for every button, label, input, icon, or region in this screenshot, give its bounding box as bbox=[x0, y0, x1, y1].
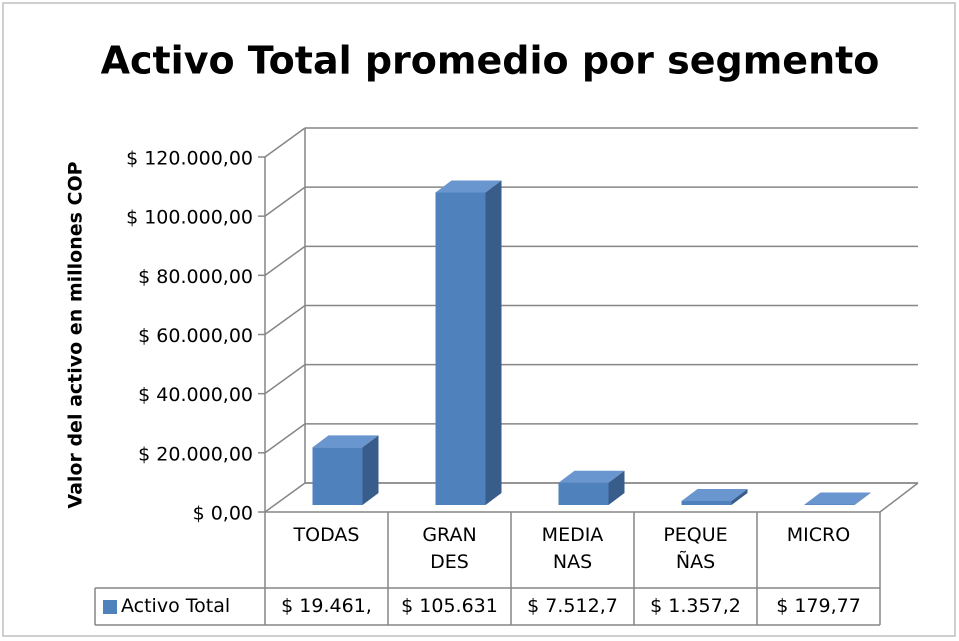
grid-line bbox=[264, 186, 306, 217]
y-tick-label: $ 0,00 bbox=[193, 503, 253, 525]
bar-top bbox=[312, 435, 379, 448]
y-tick-label: $ 100.000,00 bbox=[126, 207, 253, 229]
bar-side bbox=[854, 492, 871, 505]
category-label: PEQUE ÑAS bbox=[663, 524, 728, 573]
grid-line bbox=[264, 304, 306, 336]
y-tick-label: $ 80.000,00 bbox=[138, 266, 253, 288]
category-label: MEDIA NAS bbox=[541, 524, 604, 573]
value-label: $ 19.461, bbox=[281, 595, 372, 617]
y-tick-label: $ 60.000,00 bbox=[138, 325, 253, 347]
category-label: GRAN DES bbox=[422, 524, 477, 573]
bar-top bbox=[558, 470, 625, 483]
value-label: $ 7.512,7 bbox=[527, 595, 618, 617]
value-label: $ 1.357,2 bbox=[650, 595, 741, 617]
bar bbox=[804, 504, 855, 505]
bar-top bbox=[681, 488, 748, 501]
legend-key bbox=[103, 600, 117, 614]
bar-side bbox=[485, 180, 502, 505]
bar bbox=[435, 192, 486, 505]
bar bbox=[312, 447, 363, 505]
grid-line bbox=[264, 423, 306, 454]
y-axis-title: Valor del activo en millones COP bbox=[65, 161, 87, 508]
y-tick-label: $ 20.000,00 bbox=[138, 443, 253, 465]
bar bbox=[558, 482, 609, 505]
grid-line bbox=[264, 245, 306, 276]
value-label: $ 105.631 bbox=[401, 595, 498, 617]
bar-side bbox=[362, 435, 379, 505]
grid-line bbox=[264, 482, 306, 513]
bar bbox=[681, 500, 732, 505]
category-label: MICRO bbox=[786, 524, 851, 546]
bar-top bbox=[804, 492, 871, 505]
bar-side bbox=[608, 470, 625, 505]
bar-side bbox=[731, 488, 748, 505]
y-tick-label: $ 120.000,00 bbox=[126, 148, 253, 170]
legend-label: Activo Total bbox=[121, 595, 231, 617]
grid-line bbox=[264, 364, 306, 395]
y-tick-label: $ 40.000,00 bbox=[138, 384, 253, 406]
chart-title: Activo Total promedio por segmento bbox=[101, 39, 880, 83]
bar-top bbox=[435, 180, 502, 193]
value-label: $ 179,77 bbox=[776, 595, 861, 617]
category-label: TODAS bbox=[293, 524, 360, 546]
grid-line bbox=[264, 127, 306, 158]
floor-right-edge bbox=[879, 482, 919, 513]
